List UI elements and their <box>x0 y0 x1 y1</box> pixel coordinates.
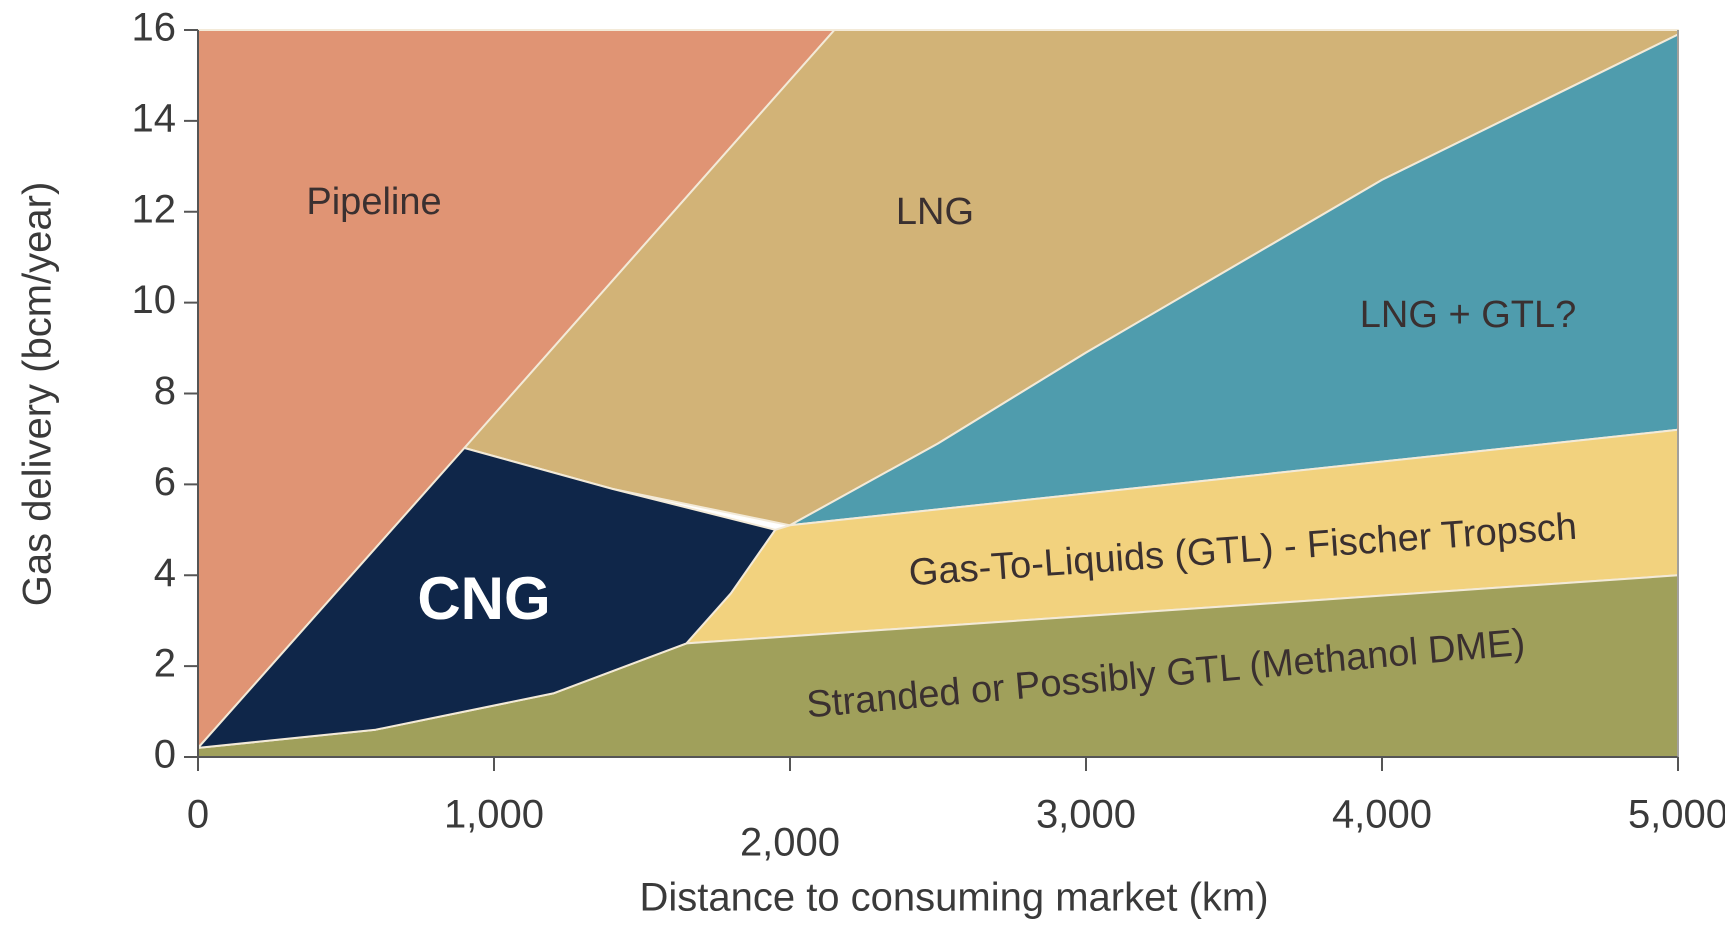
region-label: CNG <box>417 565 550 632</box>
y-tick-label: 14 <box>132 96 177 140</box>
y-tick-label: 2 <box>154 642 176 686</box>
axes: 0 2 4 6 8 10 12 14 16 0 1,000 2,000 3,000 4,000 5,000 <box>132 6 1725 865</box>
region-label: Pipeline <box>306 181 441 223</box>
y-tick-label: 8 <box>154 369 176 413</box>
x-tick-label: 0 <box>187 793 209 837</box>
y-tick-label: 4 <box>154 551 176 595</box>
y-tick-label: 12 <box>132 187 177 231</box>
x-tick-label: 3,000 <box>1036 793 1136 837</box>
region-label: LNG <box>896 191 974 233</box>
x-tick-label: 5,000 <box>1628 793 1725 837</box>
x-axis-title: Distance to consuming market (km) <box>639 876 1268 920</box>
x-tick-label: 2,000 <box>740 821 840 865</box>
regions <box>197 29 1679 758</box>
x-tick-label: 1,000 <box>444 793 544 837</box>
y-tick-label: 6 <box>154 460 176 504</box>
x-tick-label: 4,000 <box>1332 793 1432 837</box>
y-axis-title: Gas delivery (bcm/year) <box>16 182 60 607</box>
y-tick-label: 10 <box>132 278 177 322</box>
y-tick-label: 0 <box>154 733 176 777</box>
y-tick-label: 16 <box>132 6 177 50</box>
region-label: LNG + GTL? <box>1360 294 1576 336</box>
region-area <box>197 447 777 749</box>
